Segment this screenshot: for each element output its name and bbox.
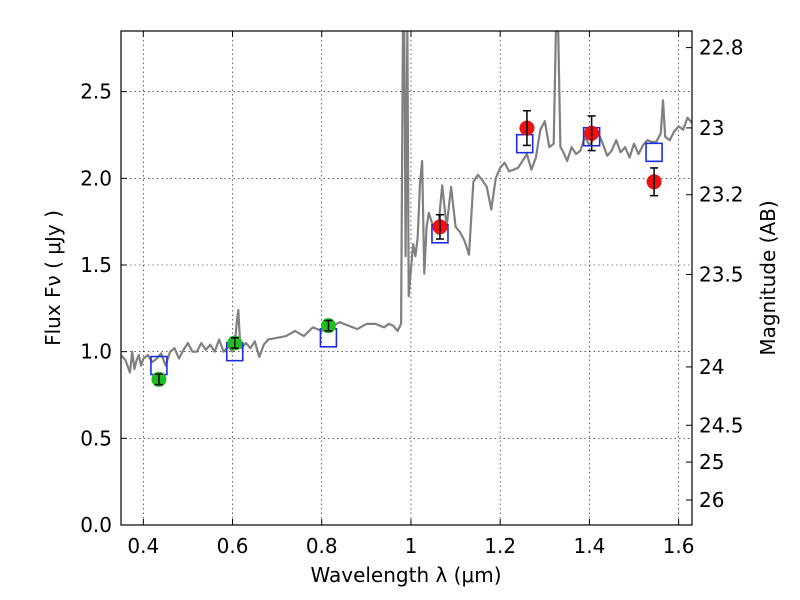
x-tick-label: 1.4 <box>573 534 605 558</box>
mag-tick-label: 23.5 <box>699 262 744 286</box>
y-axis-label: Flux Fν ( μJy ) <box>41 210 65 346</box>
y-tick-label: 2.5 <box>80 80 112 104</box>
y-tick-label: 1.0 <box>80 340 112 364</box>
mag-tick-label: 24 <box>699 355 724 379</box>
axis-ticks: 0.4 0.6 0.8 1 1.2 1.4 1.6 0.0 0.5 1.0 1.5 2.0 2.5 22.… <box>80 31 744 558</box>
y-tick-label: 0.5 <box>80 426 112 450</box>
x-tick-label: 0.4 <box>127 534 159 558</box>
x-tick-label: 1.2 <box>484 534 516 558</box>
mag-tick-label: 25 <box>699 450 724 474</box>
mag-tick-label: 23 <box>699 116 724 140</box>
x-axis-label: Wavelength λ (μm) <box>310 563 501 587</box>
x-tick-label: 0.6 <box>217 534 249 558</box>
x-tick-label: 1.6 <box>663 534 695 558</box>
mag-tick-label: 26 <box>699 488 724 512</box>
y-tick-label: 2.0 <box>80 166 112 190</box>
y-tick-label: 0.0 <box>80 513 112 537</box>
y2-axis-label: Magnitude (AB) <box>756 200 780 355</box>
model-photometry-square <box>515 133 534 154</box>
spectrum-line <box>121 31 692 374</box>
x-tick-label: 1 <box>405 534 418 558</box>
plot-frame <box>120 30 693 526</box>
plot-series <box>121 31 692 387</box>
mag-tick-label: 22.8 <box>699 36 744 60</box>
mag-tick-label: 23.2 <box>699 183 744 207</box>
mag-tick-label: 24.5 <box>699 413 744 437</box>
model-photometry-square <box>645 142 663 163</box>
y-tick-label: 1.5 <box>80 253 112 277</box>
x-tick-label: 0.8 <box>306 534 338 558</box>
